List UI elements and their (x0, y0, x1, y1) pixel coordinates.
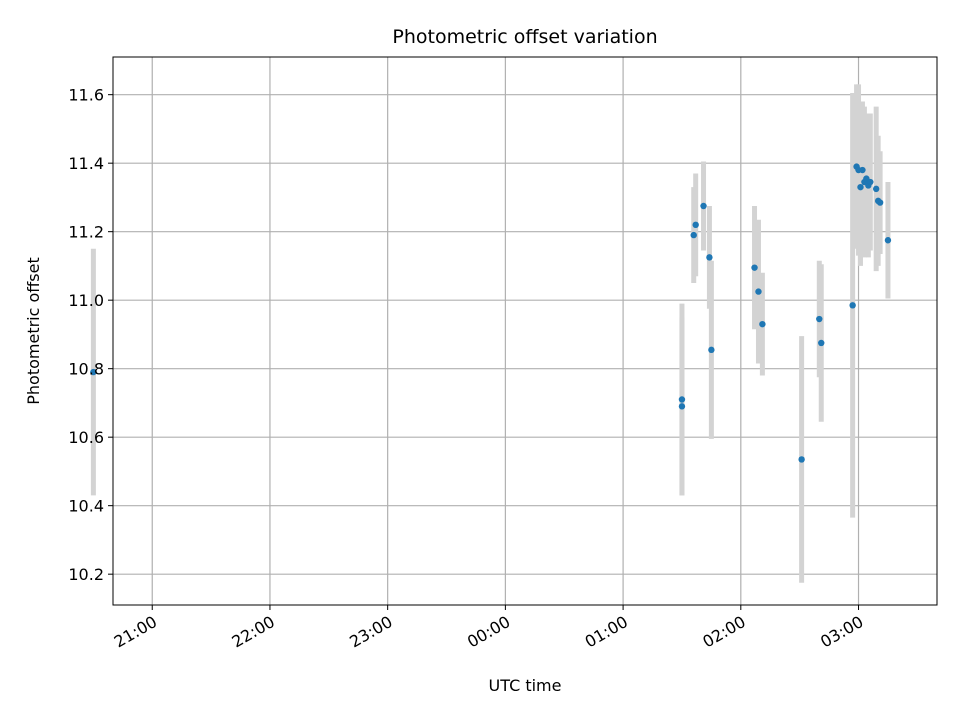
y-tick-label: 11.4 (68, 154, 104, 173)
data-point (884, 237, 892, 244)
x-tick-label: 21:00 (111, 612, 160, 652)
data-point (678, 403, 686, 410)
x-tick-label: 01:00 (582, 612, 631, 652)
data-point (90, 368, 97, 376)
data-point (706, 254, 713, 261)
data-point (678, 396, 686, 403)
y-tick-label: 10.8 (68, 360, 104, 379)
y-tick-label: 11.0 (68, 291, 104, 310)
data-point (872, 185, 880, 193)
data-point (692, 221, 699, 229)
data-point (876, 199, 884, 206)
y-axis-ticks: 10.2 10.4 10.6 10.8 11.0 11.2 11.4 11.6 (68, 86, 113, 584)
data-point (759, 320, 766, 328)
chart-title: Photometric offset variation (392, 26, 657, 48)
data-point (818, 339, 825, 347)
data-point (708, 346, 715, 354)
y-axis-label: Photometric offset (24, 257, 43, 405)
data-points (90, 163, 892, 463)
x-axis-ticks: 21:00 22:00 23:00 00:00 01:00 02:00 03:00 (111, 605, 867, 652)
x-tick-label: 00:00 (464, 612, 513, 652)
data-point (867, 178, 874, 186)
data-point (751, 264, 758, 271)
error-bars (90, 84, 891, 583)
x-tick-label: 23:00 (346, 612, 395, 652)
grid (113, 57, 937, 605)
data-point (857, 183, 864, 191)
plot-frame (112, 56, 938, 606)
y-tick-label: 10.4 (68, 497, 104, 516)
data-point (859, 166, 866, 174)
x-axis-label: UTC time (489, 676, 562, 695)
x-tick-label: 22:00 (229, 612, 278, 652)
y-tick-label: 10.2 (68, 565, 104, 584)
data-point (816, 315, 823, 323)
data-point (798, 456, 805, 463)
data-point (700, 202, 707, 210)
y-tick-label: 10.6 (68, 428, 104, 447)
x-tick-label: 02:00 (699, 612, 748, 652)
data-point (849, 302, 856, 309)
x-tick-label: 03:00 (817, 612, 866, 652)
data-point (755, 288, 762, 295)
data-point (690, 231, 697, 239)
y-tick-label: 11.2 (68, 223, 104, 242)
y-tick-label: 11.6 (68, 86, 104, 105)
